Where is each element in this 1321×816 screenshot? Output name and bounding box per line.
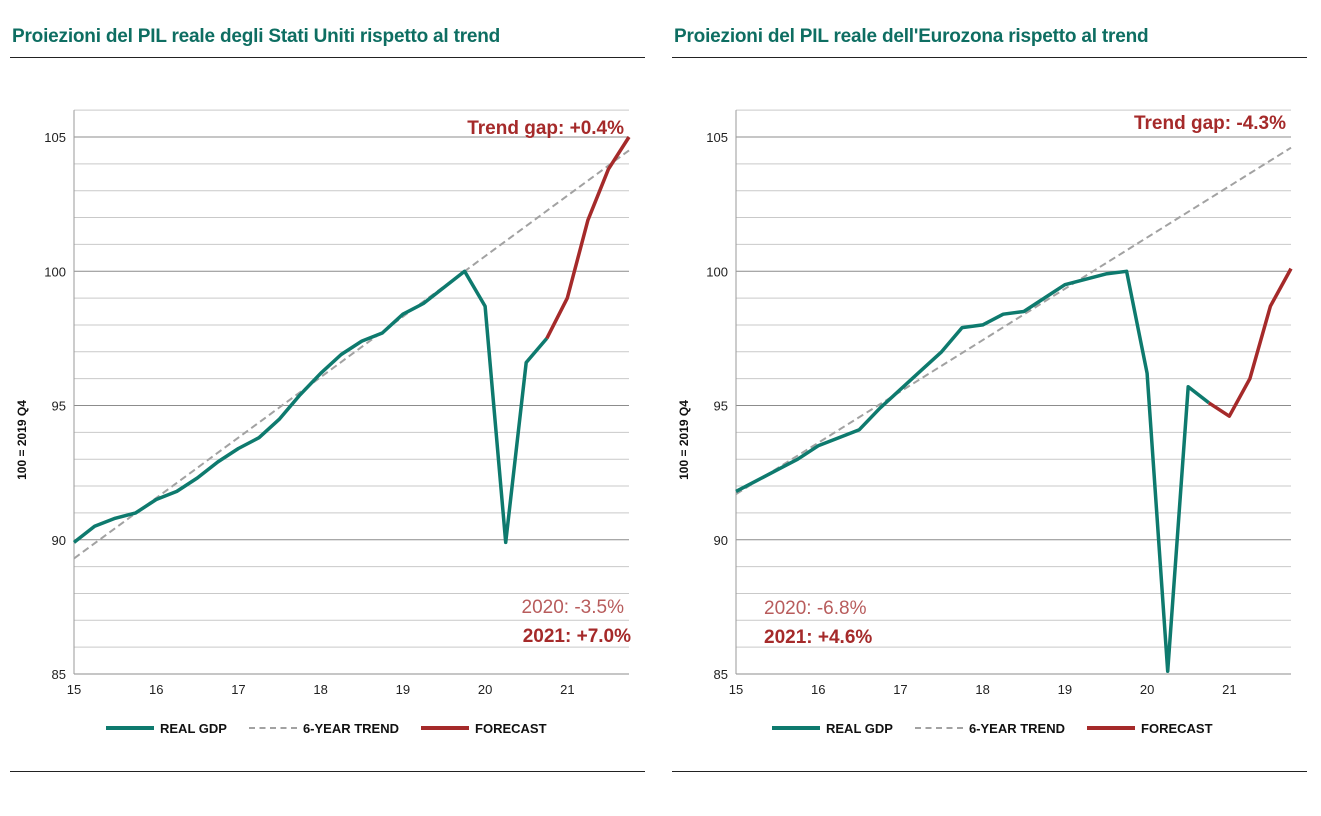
trend-gap-annotation: Trend gap: -4.3%: [1134, 113, 1286, 134]
x-tick-label: 17: [893, 682, 907, 697]
top-rule: [10, 57, 645, 58]
x-tick-label: 16: [149, 682, 163, 697]
real-gdp-line: [735, 269, 1210, 674]
x-tick-label: 18: [975, 682, 989, 697]
legend-label-trend: 6-YEAR TREND: [968, 720, 1066, 736]
y-tick-label: 105: [44, 130, 66, 145]
chart-legend: REAL GDP 6-YEAR TREND FORECAST: [106, 718, 569, 738]
legend-swatch-trend: [914, 727, 963, 729]
x-tick-label: 15: [729, 682, 743, 697]
bottom-rule: [10, 771, 645, 772]
legend-swatch-forecast: [1087, 726, 1136, 730]
legend-swatch-trend: [248, 727, 297, 729]
us-gdp-chart: 85 90 95 100 105 15 16 17 18 19 20 21 Trend gap: +…: [44, 109, 631, 697]
eurozone-chart-panel: Proiezioni del PIL reale dell'Eurozona r…: [672, 0, 1307, 816]
y-tick-label: 85: [714, 667, 728, 682]
trend-gap-annotation: Trend gap: +0.4%: [467, 118, 624, 139]
legend-swatch-forecast: [421, 726, 470, 730]
legend-item-real-gdp: REAL GDP: [106, 721, 227, 736]
x-tick-label: 21: [560, 682, 574, 697]
x-tick-label: 20: [1140, 682, 1154, 697]
x-tick-label: 19: [1058, 682, 1072, 697]
annotation-2020: 2020: -6.8%: [764, 598, 867, 619]
legend-item-real-gdp: REAL GDP: [772, 721, 893, 736]
x-tick-label: 18: [313, 682, 327, 697]
y-tick-label: 90: [52, 533, 66, 548]
legend-item-trend: 6-YEAR TREND: [914, 720, 1066, 736]
legend-label-real: REAL GDP: [826, 720, 893, 736]
y-tick-label: 95: [52, 399, 66, 414]
legend-item-forecast: FORECAST: [421, 721, 547, 736]
x-tick-label: 21: [1222, 682, 1236, 697]
trend-line: [73, 149, 630, 560]
chart-title: Proiezioni del PIL reale dell'Eurozona r…: [674, 26, 1149, 47]
chart-title: Proiezioni del PIL reale degli Stati Uni…: [12, 26, 501, 47]
annotation-2021: 2021: +4.6%: [764, 627, 872, 648]
x-tick-label: 15: [67, 682, 81, 697]
annotation-2021: 2021: +7.0%: [523, 626, 631, 647]
chart-legend: REAL GDP 6-YEAR TREND FORECAST: [772, 718, 1235, 738]
legend-swatch-real: [772, 726, 820, 730]
x-tick-label: 17: [231, 682, 245, 697]
forecast-line: [545, 136, 631, 340]
y-tick-label: 100: [44, 264, 66, 279]
legend-label-real: REAL GDP: [160, 720, 227, 736]
y-tick-label: 95: [714, 399, 728, 414]
eurozone-gdp-chart: 85 90 95 100 105 15 16 17 18 19 20 21 Trend gap: -…: [706, 109, 1293, 697]
y-tick-label: 100: [706, 264, 728, 279]
top-rule: [672, 57, 1307, 58]
y-tick-label: 105: [706, 130, 728, 145]
trend-line: [735, 146, 1292, 495]
legend-item-trend: 6-YEAR TREND: [248, 720, 400, 736]
real-gdp-line: [72, 269, 549, 545]
forecast-line: [1207, 267, 1293, 418]
annotation-2020: 2020: -3.5%: [522, 597, 625, 618]
legend-swatch-real: [106, 726, 154, 730]
y-tick-label: 85: [52, 667, 66, 682]
legend-label-trend: 6-YEAR TREND: [302, 720, 400, 736]
us-chart-panel: Proiezioni del PIL reale degli Stati Uni…: [10, 0, 645, 816]
legend-item-forecast: FORECAST: [1087, 721, 1213, 736]
x-tick-label: 16: [811, 682, 825, 697]
y-tick-label: 90: [714, 533, 728, 548]
x-tick-label: 19: [396, 682, 410, 697]
legend-label-forecast: FORECAST: [1141, 720, 1213, 736]
bottom-rule: [672, 771, 1307, 772]
legend-label-forecast: FORECAST: [475, 720, 547, 736]
x-tick-label: 20: [478, 682, 492, 697]
